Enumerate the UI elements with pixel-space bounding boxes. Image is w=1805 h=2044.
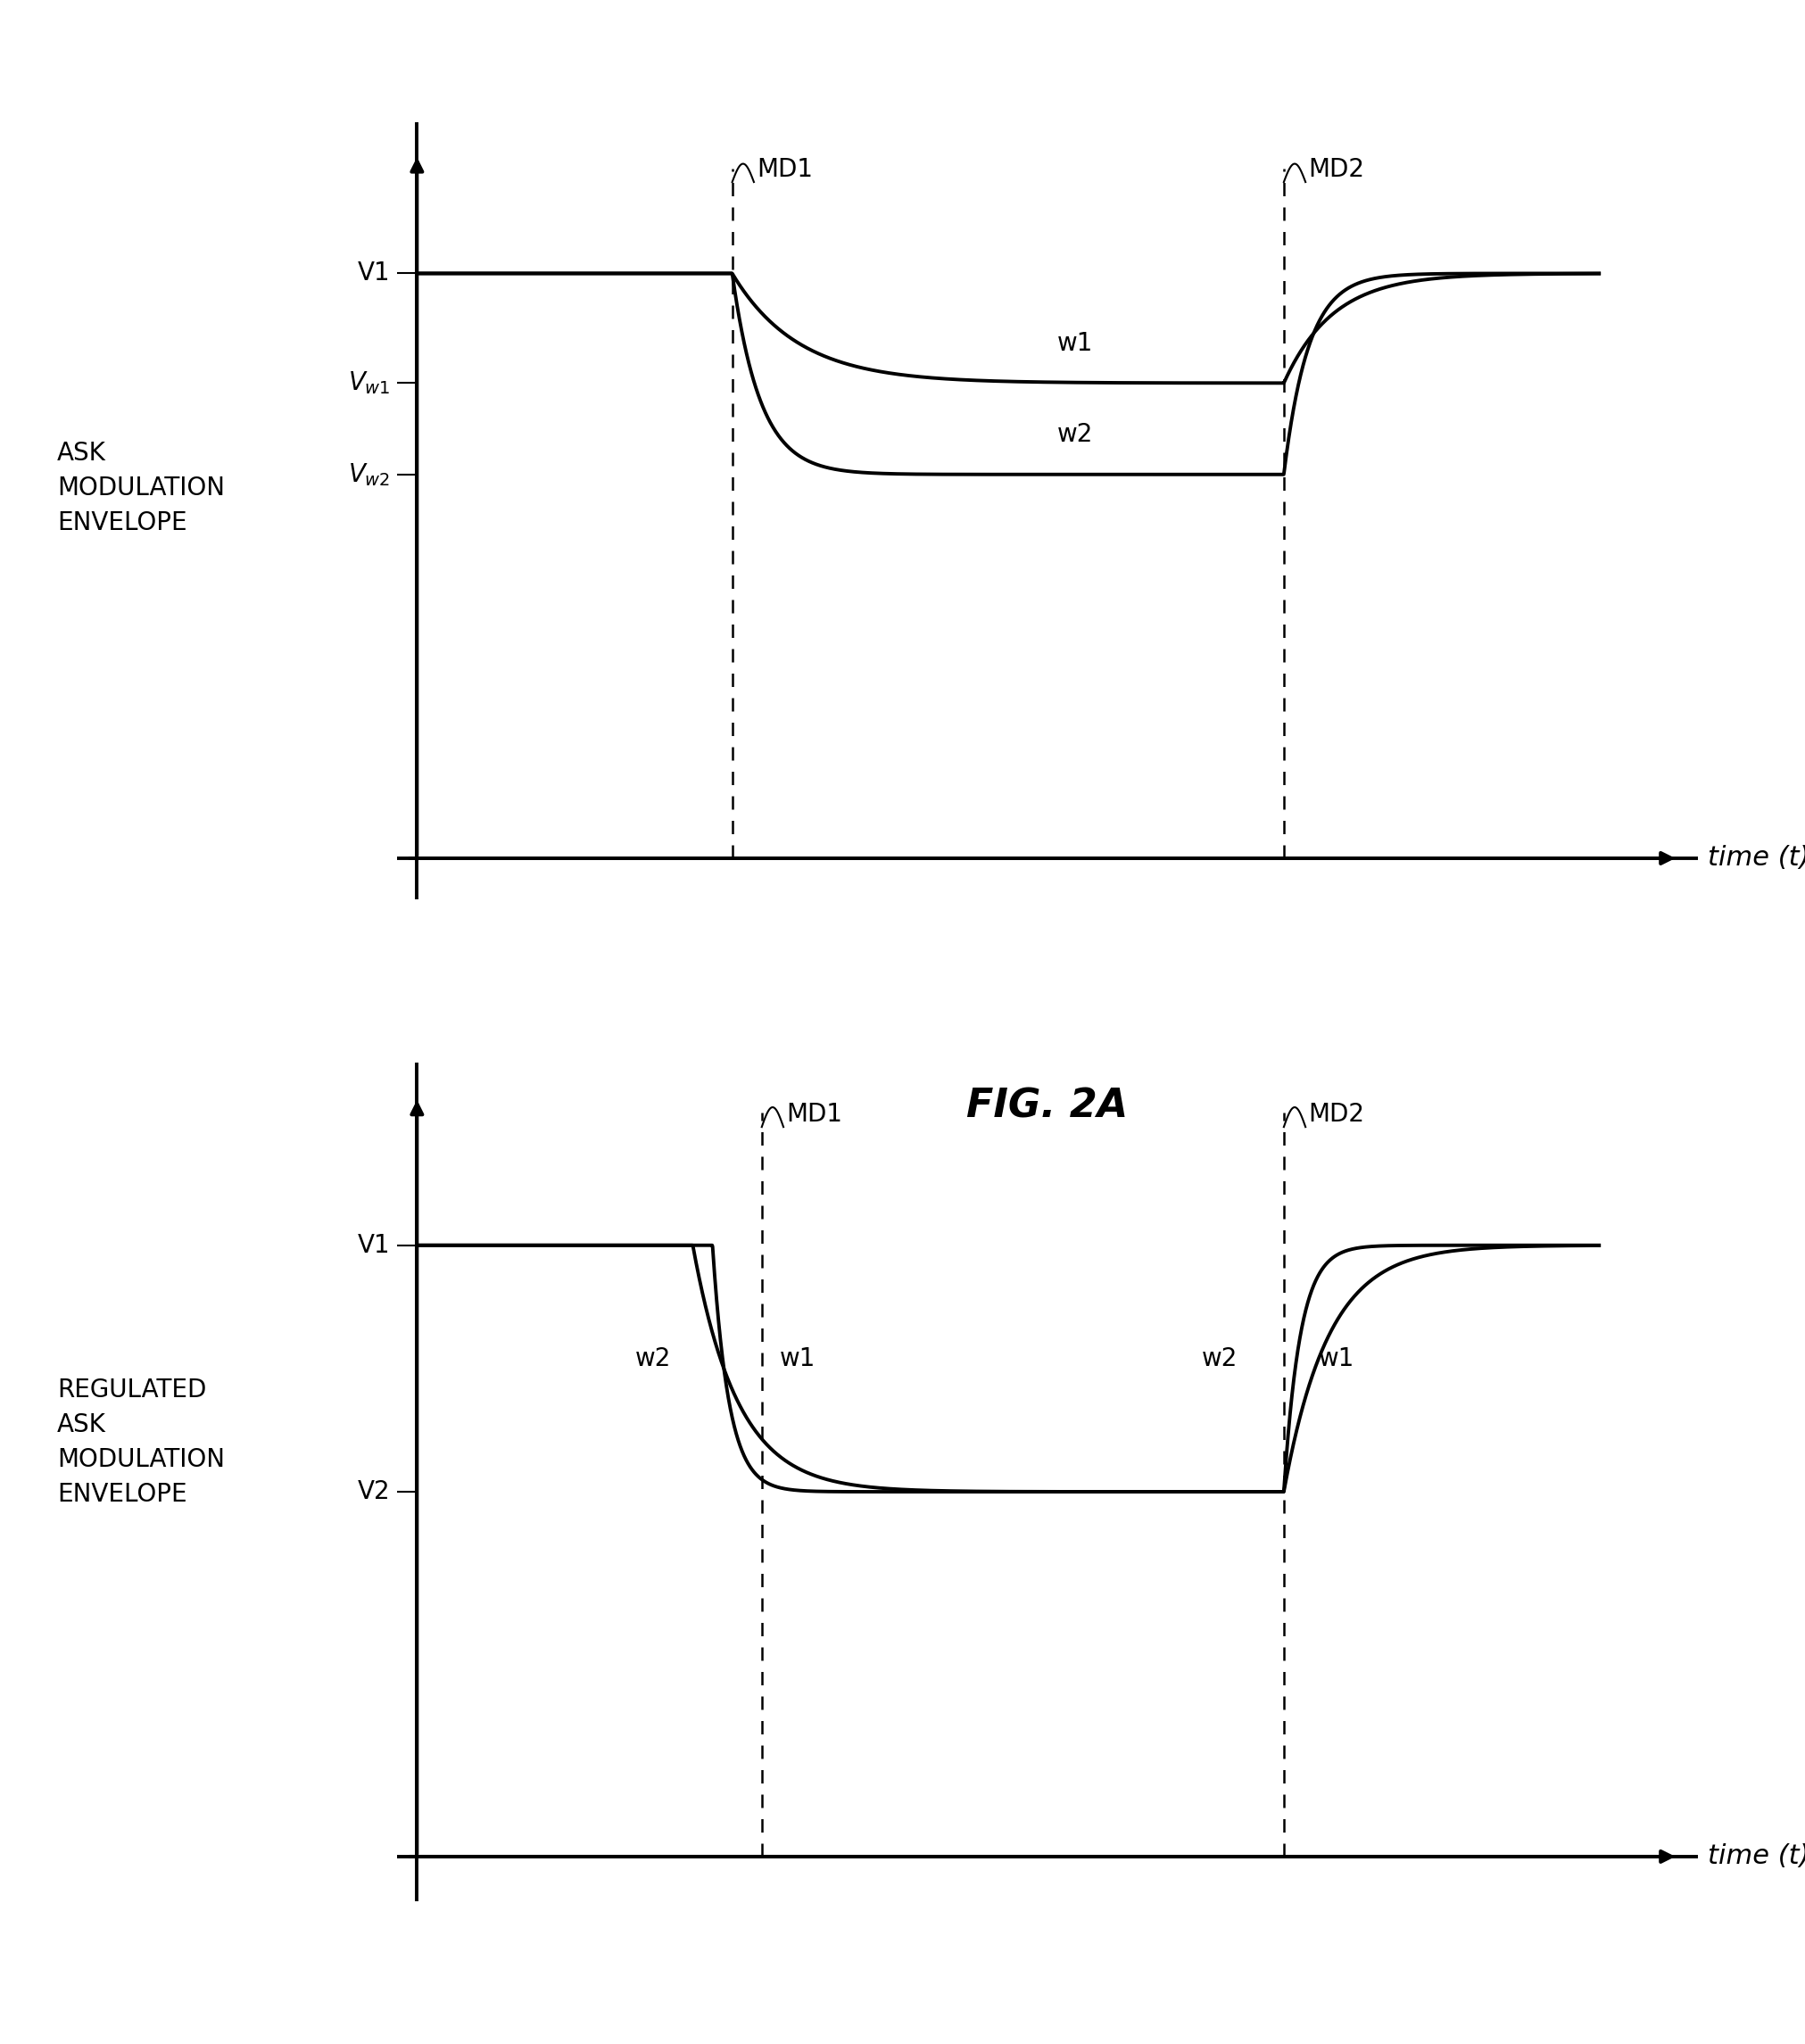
Text: FIG. 2A: FIG. 2A xyxy=(966,1087,1128,1124)
Text: V1: V1 xyxy=(357,1233,390,1257)
Text: $V_{w2}$: $V_{w2}$ xyxy=(348,462,390,489)
Text: w2: w2 xyxy=(1200,1347,1236,1372)
Text: time (t): time (t) xyxy=(1706,1844,1805,1870)
Text: MD2: MD2 xyxy=(1309,1102,1365,1126)
Text: w2: w2 xyxy=(635,1347,671,1372)
Text: MD1: MD1 xyxy=(785,1102,843,1126)
Text: time (t): time (t) xyxy=(1706,846,1805,871)
Text: w1: w1 xyxy=(780,1347,816,1372)
Text: ASK
MODULATION
ENVELOPE: ASK MODULATION ENVELOPE xyxy=(58,442,226,536)
Text: $V_{w1}$: $V_{w1}$ xyxy=(348,370,390,397)
Text: w1: w1 xyxy=(1056,331,1092,356)
Text: REGULATED
ASK
MODULATION
ENVELOPE: REGULATED ASK MODULATION ENVELOPE xyxy=(58,1378,226,1506)
Text: V1: V1 xyxy=(357,262,390,286)
Text: w2: w2 xyxy=(1056,421,1092,448)
Text: V2: V2 xyxy=(357,1480,390,1504)
Text: MD1: MD1 xyxy=(756,157,812,182)
Text: w1: w1 xyxy=(1318,1347,1354,1372)
Text: MD2: MD2 xyxy=(1309,157,1365,182)
